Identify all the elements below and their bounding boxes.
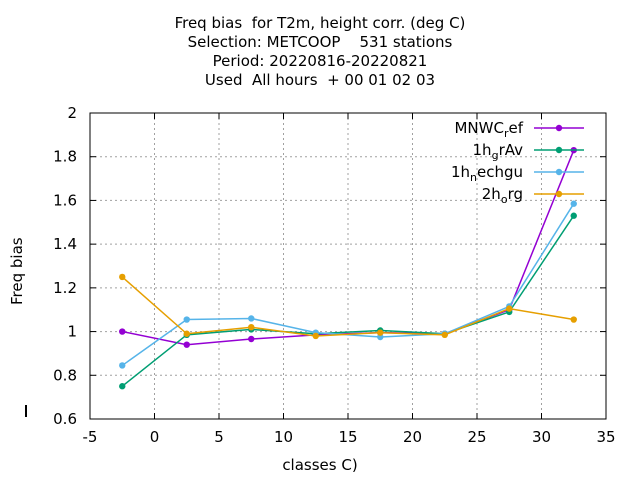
legend-marker-2 — [555, 168, 563, 176]
x-tick-label: 10 — [274, 428, 293, 446]
y-axis-label-wrap: Freq bias — [8, 237, 26, 306]
series-point-2 — [119, 362, 126, 369]
legend-label-3: 2horg — [482, 185, 523, 206]
legend-label-1: 1hgrAv — [473, 141, 524, 162]
legend-label-0: MNWCref — [454, 119, 523, 140]
series-point-3 — [570, 316, 577, 323]
series-point-0 — [183, 341, 190, 348]
series-point-3 — [441, 331, 448, 339]
y-tick-label: 1.4 — [53, 235, 77, 253]
y-tick-label: 1.6 — [53, 191, 77, 209]
x-tick-label: 35 — [596, 428, 615, 446]
title-line-1: Freq bias for T2m, height corr. (deg C) — [174, 14, 466, 32]
series-point-3 — [248, 324, 255, 331]
series-point-2 — [570, 200, 577, 207]
x-tick-label: 30 — [532, 428, 551, 446]
y-tick-label: 0.8 — [53, 366, 77, 384]
y-tick-label: 1.2 — [53, 279, 77, 297]
title-line-2: Selection: METCOOP 531 stations — [187, 33, 453, 51]
x-tick-label: 20 — [403, 428, 422, 446]
title-line-3: Period: 20220816-20220821 — [212, 52, 428, 70]
series-point-2 — [248, 315, 255, 322]
series-point-1 — [570, 212, 577, 219]
x-tick-label: 5 — [214, 428, 224, 446]
series-point-3 — [312, 332, 319, 340]
series-point-2 — [183, 316, 190, 323]
x-tick-label: -5 — [83, 428, 98, 446]
x-axis-label: classes C) — [282, 456, 358, 474]
series-point-1 — [119, 383, 126, 390]
title-line-4: Used All hours + 00 01 02 03 — [204, 71, 436, 89]
series-point-0 — [119, 328, 126, 335]
series-point-3 — [119, 273, 126, 281]
y-tick-label: 1.8 — [53, 148, 77, 166]
y-tick-label: 0.6 — [53, 410, 77, 428]
legend-marker-3 — [555, 190, 563, 198]
axis-ticks: -5 0 5 10 15 20 25 30 35 0.6 0.8 1 1.2 1.4 1.6 1.8 2 — [53, 104, 615, 446]
y-axis-label: Freq bias — [8, 237, 26, 305]
chart-title: Freq bias for T2m, height corr. (deg C) … — [0, 14, 640, 90]
legend-label-2: 1hnechgu — [451, 163, 523, 184]
y-tick-label: 2 — [67, 104, 77, 122]
legend-marker-0 — [555, 124, 563, 132]
series-line-1 — [121, 215, 575, 387]
y-tick-label: 1 — [67, 323, 77, 341]
series-point-0 — [248, 335, 255, 343]
series-point-3 — [183, 330, 190, 337]
x-tick-label: 0 — [150, 428, 160, 446]
grid — [90, 113, 606, 419]
y-axis-marker — [25, 405, 27, 417]
series-point-2 — [377, 333, 384, 341]
x-tick-label: 15 — [338, 428, 357, 446]
series-point-3 — [377, 329, 384, 336]
series-lines — [119, 146, 577, 390]
legend-marker-1 — [555, 146, 563, 154]
series-line-3 — [121, 276, 574, 337]
x-tick-label: 25 — [467, 428, 486, 446]
series-point-3 — [506, 305, 513, 312]
